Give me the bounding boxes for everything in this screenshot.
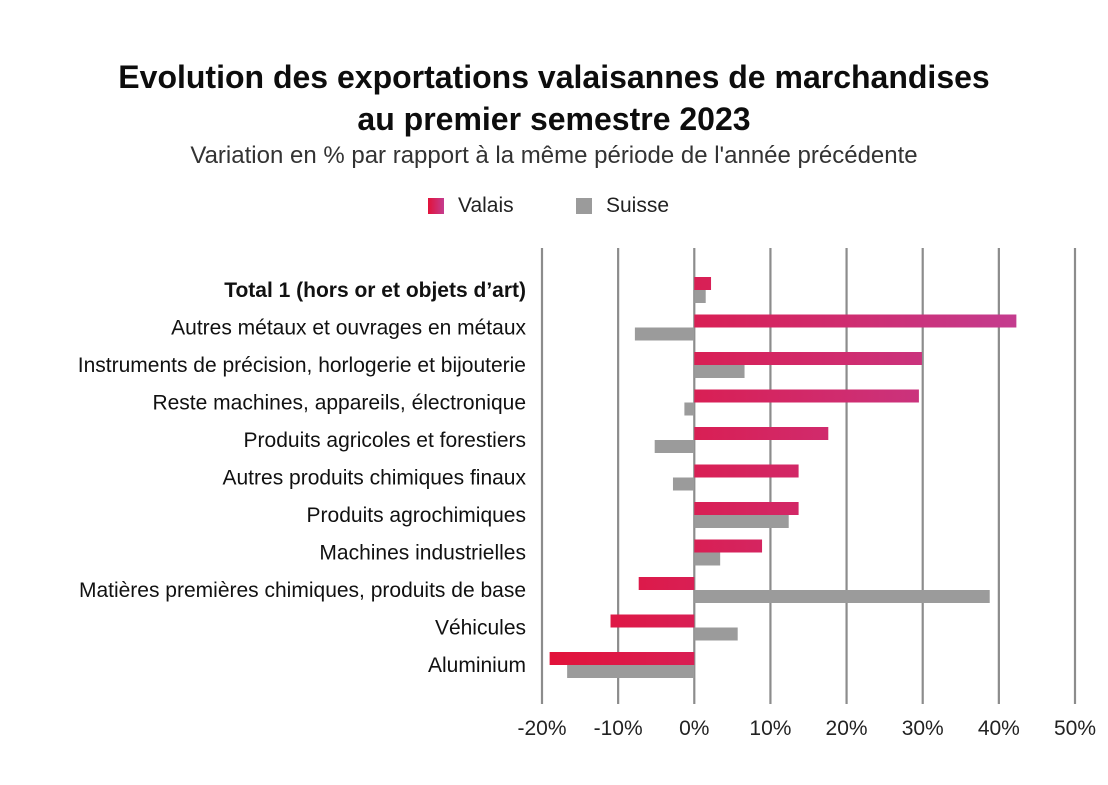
x-axis-ticks: -20% -10% 0% 10% 20% 30% 40% 50% [517, 717, 1096, 740]
bar-valais [694, 539, 763, 553]
category-label: Produits agricoles et forestiers [244, 429, 526, 452]
legend-label-valais: Valais [458, 194, 514, 217]
bar-valais [638, 577, 695, 590]
bar-valais [610, 614, 695, 628]
legend-item-suisse: Suisse [576, 194, 669, 218]
chart-subtitle: Variation en % par rapport à la même pér… [190, 142, 918, 169]
bar-suisse [672, 477, 695, 491]
category-label: Véhicules [435, 617, 526, 640]
chart-title-line2: au premier semestre 2023 [357, 101, 751, 137]
category-label: Instruments de précision, horlogerie et … [78, 354, 526, 377]
bar-valais [694, 314, 1017, 328]
bar-suisse [694, 515, 789, 528]
bar-valais [694, 352, 922, 365]
category-label: Aluminium [428, 654, 526, 677]
x-tick-label: 30% [902, 717, 944, 740]
bars [549, 277, 1017, 678]
bar-suisse [684, 402, 695, 416]
bar-suisse [654, 440, 695, 453]
legend-swatch-suisse [576, 198, 592, 214]
bar-valais [694, 464, 799, 478]
bar-valais [694, 277, 712, 290]
category-label: Produits agrochimiques [307, 504, 526, 527]
bar-suisse [567, 665, 695, 678]
legend-item-valais: Valais [428, 194, 514, 218]
x-tick-label: 20% [826, 717, 868, 740]
bar-valais [549, 652, 695, 665]
bar-valais [694, 427, 829, 440]
x-tick-label: 0% [679, 717, 709, 740]
category-label: Autres produits chimiques finaux [223, 467, 527, 490]
bar-valais [694, 502, 799, 515]
category-label: Reste machines, appareils, électronique [152, 392, 526, 415]
category-label: Machines industrielles [319, 542, 526, 565]
category-label: Matières premières chimiques, produits d… [79, 579, 526, 602]
bar-suisse [694, 590, 990, 603]
x-tick-label: 40% [978, 717, 1020, 740]
bar-suisse [634, 327, 695, 341]
x-tick-label: 10% [749, 717, 791, 740]
category-label: Total 1 (hors or et objets d’art) [224, 279, 526, 302]
legend-swatch-valais [428, 198, 444, 214]
bar-suisse [694, 365, 745, 378]
legend-label-suisse: Suisse [606, 194, 670, 217]
bar-suisse [694, 290, 706, 303]
x-tick-label: 50% [1054, 717, 1096, 740]
bar-suisse [694, 552, 721, 566]
x-tick-label: -20% [517, 717, 566, 740]
x-tick-label: -10% [594, 717, 643, 740]
chart-title-line1: Evolution des exportations valaisannes d… [118, 59, 990, 95]
category-labels: Total 1 (hors or et objets d’art) Autres … [78, 279, 527, 677]
category-label: Autres métaux et ouvrages en métaux [171, 317, 526, 340]
bar-valais [694, 389, 919, 403]
bar-suisse [694, 627, 738, 641]
